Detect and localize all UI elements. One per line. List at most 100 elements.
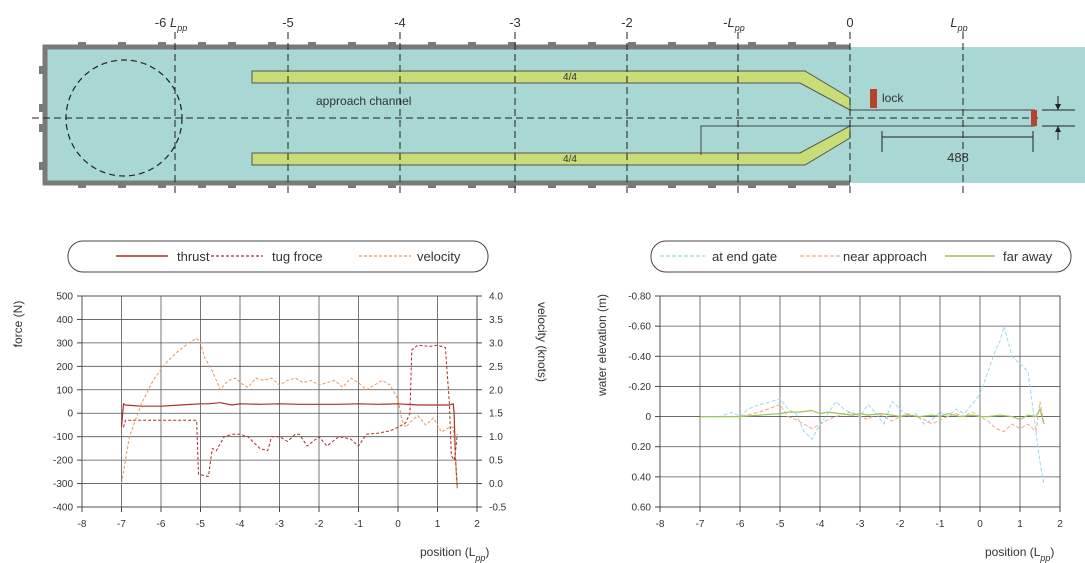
lpp-subscript: pp <box>176 23 187 33</box>
bollard-top <box>668 42 676 47</box>
schematic-tick-label: 0 <box>846 15 853 30</box>
width-arrowhead-bottom <box>1055 126 1061 132</box>
bollard-bottom <box>788 183 796 188</box>
bollard-top <box>468 42 476 47</box>
legend-far-away-label: far away <box>1003 249 1053 264</box>
schematic-tick-label: -2 <box>621 15 633 30</box>
schematic-tick-label: -5 <box>282 15 294 30</box>
lock-water-area <box>850 47 1085 183</box>
y2-tick-label: 3.0 <box>489 338 503 349</box>
y2-tick-label: 0.5 <box>489 456 503 467</box>
lower-ratio-label: 4/4 <box>563 154 577 165</box>
tick-value: -2 <box>621 15 633 30</box>
schematic-tick-lines <box>174 32 964 196</box>
tick-value: -3 <box>509 15 521 30</box>
x-tick-label: -5 <box>776 519 785 530</box>
wall-bollards <box>39 42 836 188</box>
schematic-tick-label: -3 <box>509 15 521 30</box>
bollard-bottom <box>828 183 836 188</box>
bollard-bottom <box>348 183 356 188</box>
basin-wall <box>42 44 850 186</box>
y-tick-label: -0.20 <box>628 382 651 393</box>
bollard-bottom <box>428 183 436 188</box>
thrust-line <box>120 402 458 489</box>
x-tick-label: 1 <box>1017 519 1023 530</box>
y-tick-label: 400 <box>56 315 73 326</box>
x-tick-label: -7 <box>696 519 705 530</box>
x-tick-label: -6 <box>736 519 745 530</box>
x-tick-label: -5 <box>196 519 205 530</box>
bollard-top <box>388 42 396 47</box>
y2-tick-label: 4.0 <box>489 292 503 303</box>
y2-tick-label: 3.5 <box>489 315 503 326</box>
tick-value: -5 <box>282 15 294 30</box>
force-legend-box <box>67 240 489 273</box>
y-tick-label: 500 <box>56 292 73 303</box>
bollard-bottom <box>78 183 86 188</box>
bollard-bottom <box>548 183 556 188</box>
x-tick-label: -1 <box>354 519 363 530</box>
bollard-side <box>39 162 45 170</box>
bollard-top <box>428 42 436 47</box>
force-x-tick-labels: -8 -7 -6 -5 -4 -3 -2 -1 0 1 2 <box>78 519 481 530</box>
bollard-top <box>788 42 796 47</box>
end-gate <box>1031 110 1037 126</box>
schematic-tick-label: -4 <box>394 15 406 30</box>
water-elevation-chart: at end gate near approach far away -0.80… <box>595 240 1072 563</box>
bollard-top <box>228 42 236 47</box>
elevation-y-tick-labels: -0.80 -0.60 -0.40 -0.20 0 0.20 0.40 0.60 <box>628 292 651 514</box>
bollard-bottom <box>748 183 756 188</box>
force-velocity-chart: thrust tug froce velocity 50040030020010… <box>11 240 549 563</box>
far-away-elevation-line <box>700 408 1045 425</box>
x-tick-label: -7 <box>117 519 126 530</box>
velocity-y-tick-labels: 4.0 3.5 3.0 2.5 2.0 1.5 1.0 0.5 0.0 -0.5 <box>489 292 507 514</box>
y-tick-label: 0.40 <box>632 472 652 483</box>
bollard-bottom <box>508 183 516 188</box>
x-tick-label: -2 <box>896 519 905 530</box>
schematic-tick-label: Lpp <box>950 15 967 33</box>
force-y-axis-label: force (N) <box>11 301 25 348</box>
elevation-chart-grid <box>655 295 1061 512</box>
bollard-bottom <box>468 183 476 188</box>
x-tick-label: -2 <box>315 519 324 530</box>
y-tick-label: 100 <box>56 385 73 396</box>
bollard-bottom <box>228 183 236 188</box>
x-tick-label: 2 <box>1057 519 1063 530</box>
y2-tick-label: 2.0 <box>489 385 503 396</box>
y-tick-label: -0.60 <box>628 322 651 333</box>
bollard-bottom <box>158 183 166 188</box>
lpp-symbol: L <box>728 15 735 30</box>
length-dim-label: 488 <box>947 150 969 165</box>
x-tick-label: 0 <box>395 519 401 530</box>
x-tick-label: -8 <box>78 519 87 530</box>
bollard-bottom <box>708 183 716 188</box>
y-tick-label: -400 <box>53 503 73 514</box>
y2-tick-label: -0.5 <box>489 503 507 514</box>
end-gate-elevation-line <box>700 325 1045 485</box>
lpp-symbol: L <box>170 15 177 30</box>
y2-tick-label: 0.0 <box>489 479 503 490</box>
velocity-line <box>121 337 458 489</box>
force-y-tick-labels: 500 400 300 200 100 0 -100 -200 -300 -400 <box>53 292 73 514</box>
approach-channel-label: approach channel <box>316 94 411 108</box>
schematic-tick-label: -Lpp <box>723 15 745 33</box>
lpp-subscript: pp <box>734 23 745 33</box>
legend-thrust-label: thrust <box>177 249 210 264</box>
x-tick-label: -3 <box>856 519 865 530</box>
lock-label: lock <box>882 91 904 105</box>
x-tick-label: -1 <box>936 519 945 530</box>
tick-value: -4 <box>394 15 406 30</box>
upper-ratio-label: 4/4 <box>563 72 577 83</box>
lock-approach-schematic: 4/4 4/4 lock approach channel 488 -6 Lpp… <box>32 15 1085 196</box>
bollard-bottom <box>668 183 676 188</box>
lpp-symbol: L <box>950 15 957 30</box>
force-chart-series <box>120 337 458 489</box>
y-tick-label: 200 <box>56 362 73 373</box>
x-tick-label: 1 <box>435 519 441 530</box>
velocity-y-axis-label: velocity (knots) <box>535 302 549 382</box>
bollard-bottom <box>118 183 126 188</box>
x-tick-label: -8 <box>656 519 665 530</box>
y-tick-label: -0.40 <box>628 352 651 363</box>
x-tick-label: -6 <box>157 519 166 530</box>
tick-value: 0 <box>846 15 853 30</box>
